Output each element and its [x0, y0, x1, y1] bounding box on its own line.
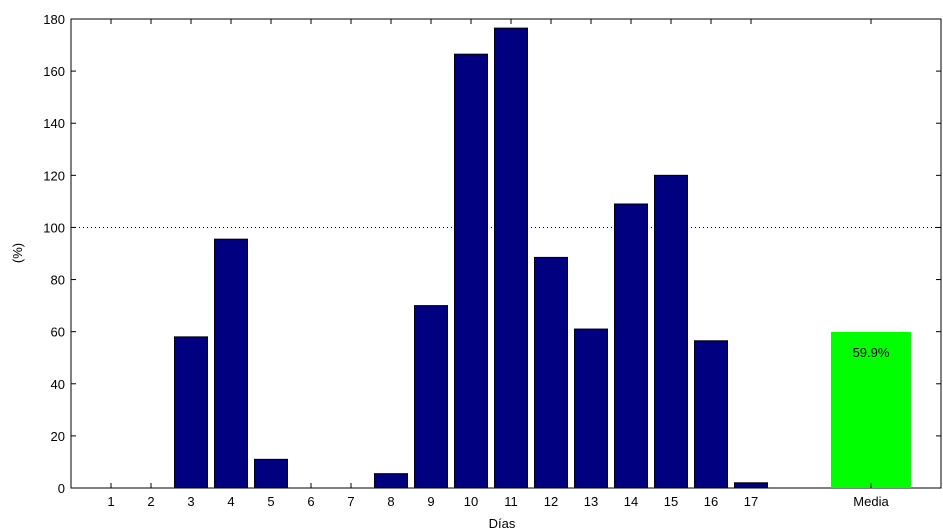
mean-bar-group: Media 59.9% — [831, 19, 911, 509]
bar-day-14 — [614, 203, 648, 489]
y-tick-label: 40 — [51, 377, 65, 392]
y-axis-ticks: 0 20 40 60 80 100 120 140 160 180 — [43, 12, 941, 496]
x-tick-label: 10 — [464, 494, 478, 509]
y-tick-label: 80 — [51, 273, 65, 288]
y-tick-label: 20 — [51, 429, 65, 444]
x-tick-label: 15 — [664, 494, 678, 509]
bar-day-12 — [534, 256, 568, 489]
x-tick-label: 14 — [624, 494, 638, 509]
y-tick-label: 120 — [43, 168, 65, 183]
y-tick-label: 60 — [51, 325, 65, 340]
x-tick-label: 2 — [147, 494, 154, 509]
x-tick-label: 3 — [187, 494, 194, 509]
x-axis-ticks: 1 2 3 4 5 6 7 8 9 10 11 12 13 14 15 16 17 — [107, 19, 758, 509]
bar-day-4 — [214, 238, 248, 489]
y-tick-label: 180 — [43, 12, 65, 27]
bar-day-17 — [734, 482, 768, 489]
bar-day-15 — [654, 174, 688, 489]
mean-value-label: 59.9% — [853, 345, 890, 360]
x-tick-label: 6 — [307, 494, 314, 509]
x-tick-label: 4 — [227, 494, 234, 509]
bar-day-9 — [414, 305, 448, 489]
x-tick-label: 12 — [544, 494, 558, 509]
bar-day-10 — [454, 53, 488, 489]
y-tick-label: 0 — [58, 481, 65, 496]
bar-day-8 — [374, 473, 408, 489]
bars — [174, 27, 768, 489]
x-axis-label: Días — [489, 516, 516, 531]
x-tick-label: 8 — [387, 494, 394, 509]
x-tick-label: 5 — [267, 494, 274, 509]
bar-day-3 — [174, 336, 208, 489]
mean-bar — [831, 331, 911, 488]
bar-day-5 — [254, 458, 288, 489]
x-tick-label: 13 — [584, 494, 598, 509]
bar-day-13 — [574, 328, 608, 489]
bar-day-11 — [494, 27, 528, 489]
y-tick-label: 100 — [43, 220, 65, 235]
x-tick-label: 1 — [107, 494, 114, 509]
x-tick-label: 16 — [704, 494, 718, 509]
x-tick-label: 11 — [504, 494, 518, 509]
x-tick-label: 17 — [744, 494, 758, 509]
y-axis-label: (%) — [10, 243, 25, 263]
y-tick-label: 160 — [43, 64, 65, 79]
x-tick-label: 9 — [427, 494, 434, 509]
y-tick-label: 140 — [43, 116, 65, 131]
bar-day-16 — [694, 340, 728, 489]
x-tick-label-mean: Media — [853, 494, 889, 509]
x-tick-label: 7 — [347, 494, 354, 509]
